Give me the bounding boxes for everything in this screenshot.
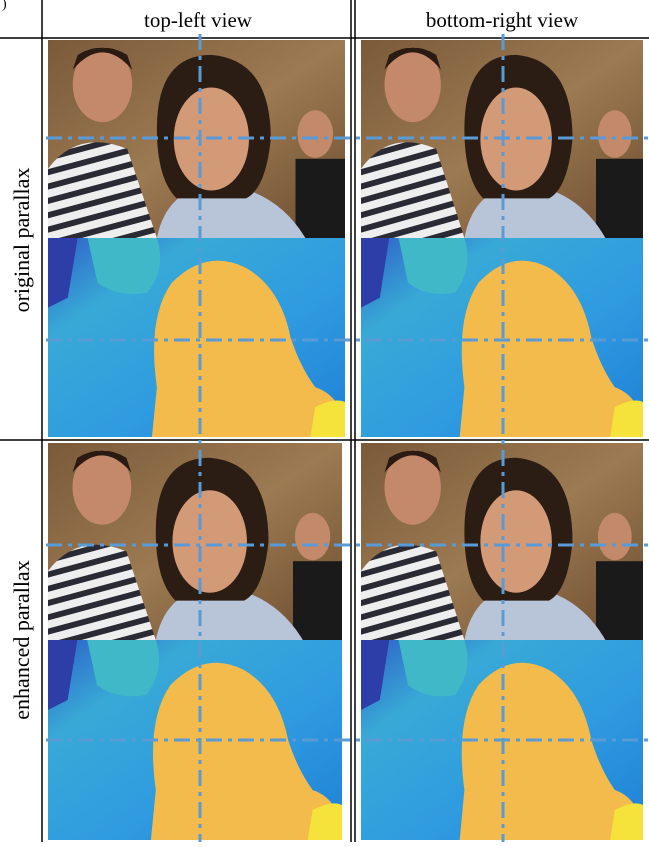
row-label: original parallax (9, 168, 34, 313)
column-header: top-left view (144, 8, 253, 32)
row-label: enhanced parallax (9, 560, 34, 719)
figure: ) top-left view bottom-right view origin… (0, 0, 649, 842)
column-header: bottom-right view (426, 8, 579, 32)
photo-image (48, 443, 342, 640)
corner-fragment: ) (2, 0, 7, 12)
depth-image (48, 238, 345, 437)
